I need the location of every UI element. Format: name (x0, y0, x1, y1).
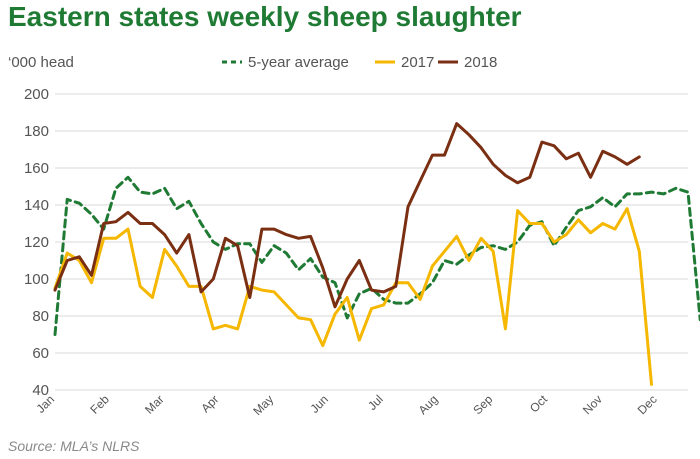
gridlines (55, 93, 688, 391)
x-tick-label: May (250, 392, 276, 418)
y-tick-label: 120 (24, 234, 49, 251)
x-tick-label: Sep (470, 392, 495, 417)
x-tick-label: Aug (416, 392, 441, 417)
x-tick-label: Nov (580, 392, 605, 417)
legend-label: 2017 (401, 54, 434, 71)
legend-label: 2018 (464, 54, 497, 71)
legend: 5-year average 2017 2018 (222, 54, 497, 71)
x-tick-label: Mar (142, 392, 167, 417)
series-line-5-year-average (53, 175, 700, 336)
y-tick-label: 80 (32, 308, 49, 325)
x-tick-label: Oct (527, 392, 551, 416)
x-tick-label: Dec (635, 392, 660, 417)
x-tick-label: Feb (87, 392, 112, 417)
y-tick-label: 140 (24, 197, 49, 214)
source-note: Source: MLA’s NLRS (8, 438, 140, 454)
legend-label: 5-year average (248, 54, 349, 71)
y-axis-unit-label: ‘000 head (8, 54, 74, 71)
y-tick-label: 100 (24, 271, 49, 288)
series-line-2017 (53, 207, 653, 386)
y-tick-label: 160 (24, 160, 49, 177)
y-tick-label: 180 (24, 123, 49, 140)
chart-title: Eastern states weekly sheep slaughter (8, 1, 522, 32)
x-axis-ticks: Jan Feb Mar Apr May Jun Jul Aug Sep Oct Nov Dec (34, 392, 660, 418)
y-axis-ticks: 40 60 80 100 120 140 160 180 200 (24, 86, 49, 399)
series-lines (53, 122, 700, 386)
x-tick-label: Apr (198, 392, 221, 415)
y-tick-label: 40 (32, 382, 49, 399)
y-tick-label: 60 (32, 345, 49, 362)
y-tick-label: 200 (24, 86, 49, 103)
series-line-2018 (53, 122, 641, 309)
x-tick-label: Jul (365, 392, 386, 413)
x-tick-label: Jun (307, 392, 331, 416)
